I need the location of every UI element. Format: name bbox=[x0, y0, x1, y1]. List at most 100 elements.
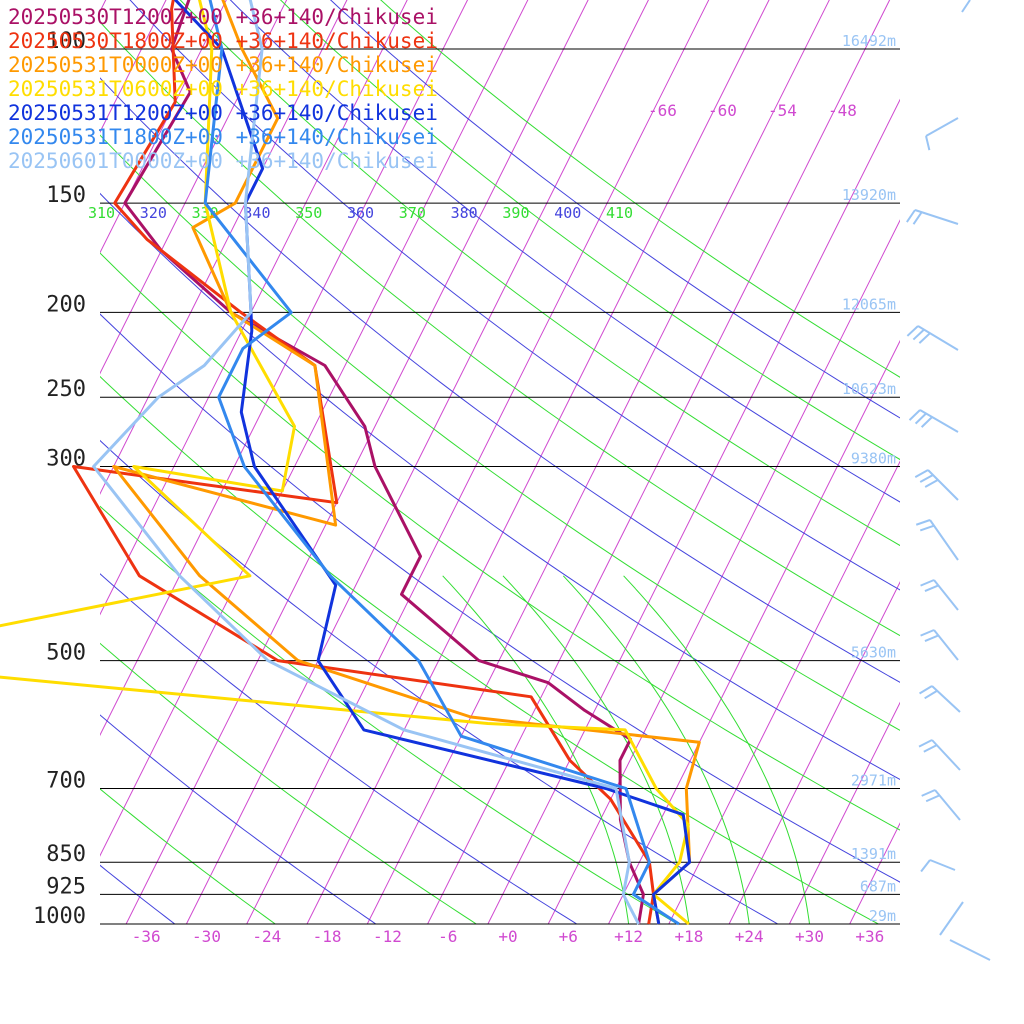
temperature-tick-labels: -36 -30 -24 -18 -12 -6 +0 +6 +12 +18 +24 +30 +36 bbox=[132, 927, 885, 946]
dry-adiabat-line bbox=[100, 77, 900, 683]
height-label: 13920m bbox=[842, 186, 896, 204]
wind-barb-flag bbox=[908, 409, 921, 421]
height-label: 9380m bbox=[851, 449, 896, 467]
wind-barb-flag bbox=[924, 689, 938, 700]
isotherm-line bbox=[547, 219, 900, 924]
temperature-tick-label: +0 bbox=[498, 927, 517, 946]
wind-barb-staff bbox=[931, 685, 961, 713]
pressure-tick-label: 850 bbox=[46, 842, 86, 867]
series-line bbox=[72, 0, 655, 925]
dry-adiabat-line bbox=[129, 0, 900, 591]
isotherm-line bbox=[185, 0, 649, 924]
temperature-tick-label: +36 bbox=[855, 927, 884, 946]
wind-barb-flag bbox=[920, 859, 931, 873]
moist-adiabat-line bbox=[100, 788, 276, 924]
isotherm-labels: -66 -60 -54 -48 bbox=[648, 101, 857, 120]
isotherm-line bbox=[100, 0, 469, 737]
theta-label: 400 bbox=[554, 204, 581, 222]
wind-barb-staff bbox=[917, 325, 959, 351]
wind-barb-staff bbox=[927, 469, 959, 501]
temperature-tick-label: +24 bbox=[735, 927, 764, 946]
wind-barb-flag bbox=[918, 739, 933, 748]
theta-label: 340 bbox=[243, 204, 270, 222]
wind-barb-staff bbox=[939, 901, 964, 936]
series-line bbox=[92, 0, 640, 925]
wind-barb-flag bbox=[919, 474, 934, 483]
theta-label: 350 bbox=[295, 204, 322, 222]
dry-adiabat-line bbox=[329, 0, 900, 419]
wind-barb-staff bbox=[925, 117, 959, 137]
theta-label: 410 bbox=[606, 204, 633, 222]
legend-entry: 20250531T0000Z+00 +36+140/Chikusei bbox=[8, 53, 438, 77]
moist-adiabat-line bbox=[100, 642, 477, 924]
theta-label: 320 bbox=[140, 204, 167, 222]
moist-adiabat-line bbox=[100, 375, 879, 924]
wind-barb-flag bbox=[915, 519, 931, 526]
dry-adiabat-grid bbox=[100, 0, 900, 924]
isotherm-label: -54 bbox=[768, 101, 797, 120]
wind-barb-staff bbox=[919, 409, 959, 433]
wind-barb-staff bbox=[914, 209, 959, 225]
dry-adiabat-line bbox=[100, 439, 779, 924]
series-line bbox=[174, 0, 692, 925]
wind-barbs bbox=[906, 0, 991, 961]
height-label: 10623m bbox=[842, 380, 896, 398]
height-label: 687m bbox=[860, 877, 896, 895]
isotherm-line bbox=[487, 98, 900, 924]
wind-barb-flag bbox=[918, 332, 931, 344]
moist-adiabat-line bbox=[179, 0, 900, 547]
temperature-tick-label: -12 bbox=[373, 927, 402, 946]
series-line bbox=[203, 0, 680, 926]
pressure-tick-label: 925 bbox=[46, 874, 86, 899]
legend: 20250530T1200Z+00 +36+140/Chikusei202505… bbox=[8, 5, 438, 173]
dry-adiabat-line bbox=[100, 192, 900, 781]
legend-entry: 20250601T0000Z+00 +36+140/Chikusei bbox=[8, 149, 438, 173]
isotherm-line bbox=[608, 339, 900, 924]
wind-barb-flag bbox=[906, 325, 919, 337]
wind-barb-flag bbox=[920, 579, 935, 587]
moist-adiabat-line bbox=[100, 134, 900, 731]
isotherm-label: -66 bbox=[648, 101, 677, 120]
height-label: 12065m bbox=[842, 295, 896, 313]
wind-barb-flag bbox=[906, 209, 916, 223]
moist-adiabat-line bbox=[279, 0, 900, 461]
wind-barb-flag bbox=[919, 685, 933, 695]
isotherm-line bbox=[246, 0, 710, 924]
wind-barb-flag bbox=[912, 211, 923, 225]
moist-adiabat-line bbox=[380, 0, 900, 378]
wind-barb-flag bbox=[925, 135, 931, 151]
pressure-tick-label: 100 bbox=[46, 29, 86, 54]
wind-barb-staff bbox=[929, 859, 956, 871]
moist-adiabat-line bbox=[442, 575, 630, 924]
theta-label: 360 bbox=[347, 204, 374, 222]
wind-barb-flag bbox=[914, 412, 927, 425]
height-label: 29m bbox=[869, 907, 896, 925]
temperature-tick-label: +12 bbox=[614, 927, 643, 946]
theta-label: 380 bbox=[451, 204, 478, 222]
dry-adiabat-line bbox=[100, 573, 578, 924]
isotherm-line bbox=[306, 0, 770, 924]
temperature-tick-label: +18 bbox=[674, 927, 703, 946]
legend-entry: 20250530T1800Z+00 +36+140/Chikusei bbox=[8, 29, 438, 53]
wind-barb-flag bbox=[923, 744, 938, 753]
temperature-tick-label: -30 bbox=[192, 927, 221, 946]
moist-adiabat-line bbox=[502, 575, 690, 924]
wind-barb-staff bbox=[929, 519, 959, 561]
isotherm-line bbox=[100, 0, 529, 857]
isotherm-label: -48 bbox=[828, 101, 857, 120]
pressure-tick-label: 1000 bbox=[33, 904, 86, 929]
legend-entry: 20250531T0600Z+00 +36+140/Chikusei bbox=[8, 77, 438, 101]
isotherm-line bbox=[788, 701, 900, 924]
wind-barb-flag bbox=[921, 789, 936, 797]
dry-adiabat-line bbox=[229, 0, 900, 503]
temperature-tick-label: +30 bbox=[795, 927, 824, 946]
theta-label: 390 bbox=[502, 204, 529, 222]
height-label: 2971m bbox=[851, 771, 896, 789]
pressure-tick-label: 700 bbox=[46, 768, 86, 793]
temperature-tick-label: -6 bbox=[438, 927, 457, 946]
height-labels: 16492m 13920m 12065m 10623m 9380m 5630m 2971m 1… bbox=[842, 32, 896, 925]
wind-barb-flag bbox=[920, 416, 933, 428]
isotherm-line bbox=[100, 0, 408, 616]
theta-labels: 310 320 330 340 350 360 370 380 390 400 410 bbox=[88, 204, 633, 222]
